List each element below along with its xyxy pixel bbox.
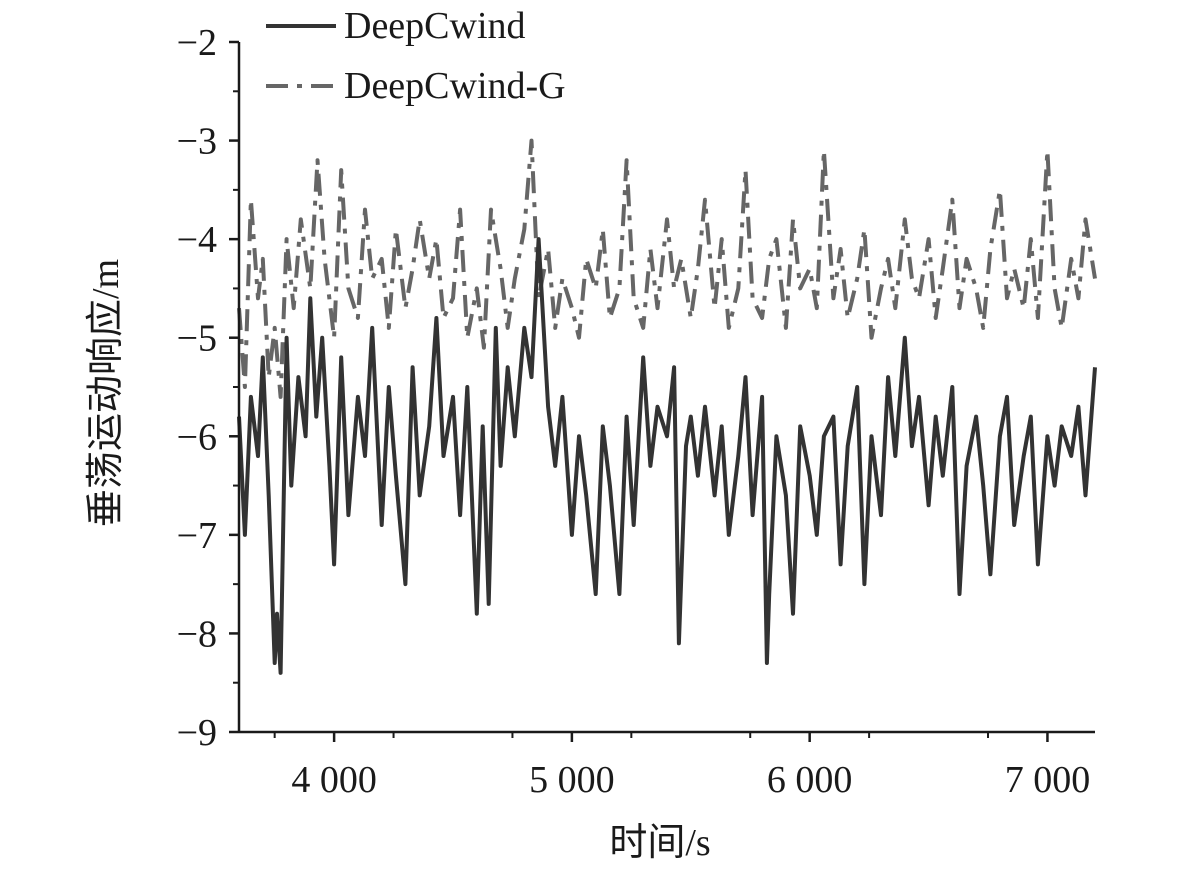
y-tick-label: −2: [177, 22, 217, 64]
y-axis-label: 垂荡运动响应/m: [85, 259, 127, 527]
x-tick-label: 4 000: [291, 759, 377, 801]
legend: DeepCwind DeepCwind-G: [266, 5, 566, 107]
legend-label-0: DeepCwind: [344, 5, 526, 47]
y-tick-label: −6: [177, 416, 217, 458]
y-tick-label: −8: [177, 613, 217, 655]
series-line-1: [237, 138, 1097, 399]
series-layer: [237, 138, 1097, 675]
x-tick-label: 5 000: [529, 759, 615, 801]
y-tick-label: −3: [177, 121, 217, 163]
y-tick-label: −9: [177, 712, 217, 754]
series-line-0: [237, 237, 1097, 675]
y-tick-label: −5: [177, 318, 217, 360]
y-tick-label: −7: [177, 515, 217, 557]
y-tick-label: −4: [177, 219, 217, 261]
x-tick-label: 7 000: [1005, 759, 1091, 801]
axes-layer: −9 −8 −7 −6 −5 −4 −3 −2 4 000 5 000 6 000 7 000: [177, 22, 1095, 801]
x-tick-label: 6 000: [767, 759, 853, 801]
x-axis-label: 时间/s: [609, 822, 710, 864]
legend-label-1: DeepCwind-G: [344, 65, 566, 107]
